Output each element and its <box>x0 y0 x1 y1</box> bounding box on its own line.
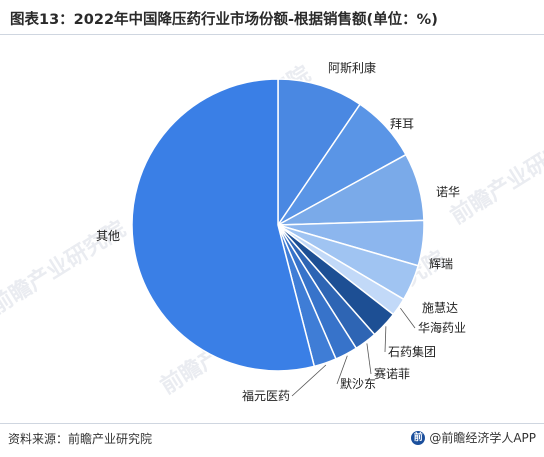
leader-line <box>291 364 327 397</box>
source-note: 资料来源：前瞻产业研究院 <box>8 432 153 446</box>
leader-line <box>384 326 387 353</box>
slice-label: 石药集团 <box>388 344 436 359</box>
chart-title: 图表13：2022年中国降压药行业市场份额-根据销售额(单位：%) <box>10 12 438 28</box>
slice-label: 拜耳 <box>390 117 414 131</box>
footer-divider <box>0 423 544 424</box>
slice-label: 华海药业 <box>418 320 466 335</box>
slice-label: 赛诺菲 <box>374 366 410 381</box>
pie-slice <box>131 78 316 372</box>
slice-label: 阿斯利康 <box>328 60 376 75</box>
title-divider <box>0 34 544 35</box>
slice-label: 默沙东 <box>340 376 376 391</box>
slice-label: 福元医药 <box>242 388 290 403</box>
leader-line <box>336 355 348 385</box>
slice-label: 诺华 <box>436 185 460 199</box>
brand-credit: 前 @前瞻经济学人APP <box>411 429 536 446</box>
slice-label: 施慧达 <box>422 300 458 315</box>
leader-line <box>366 343 372 375</box>
slice-label: 辉瑞 <box>429 257 453 271</box>
brand-logo-icon: 前 <box>411 430 426 445</box>
slice-label: 其他 <box>96 229 120 243</box>
brand-text: @前瞻经济学人APP <box>429 431 536 445</box>
leader-line <box>400 307 416 329</box>
pie-slice <box>277 78 362 228</box>
